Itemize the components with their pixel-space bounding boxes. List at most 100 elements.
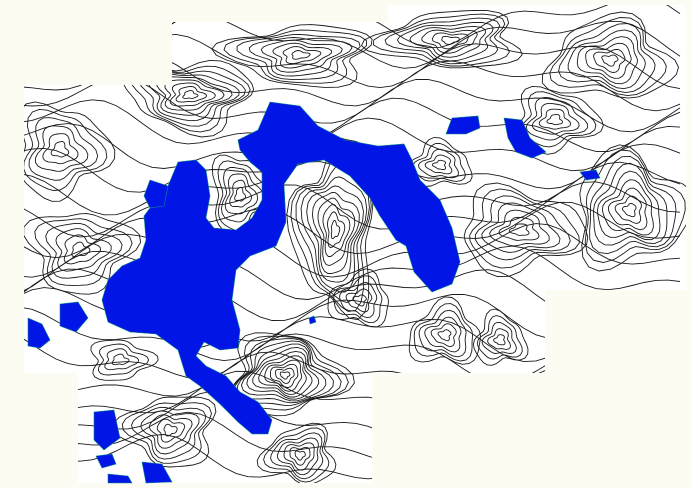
contour-line (291, 50, 311, 60)
contour-line (441, 35, 460, 45)
contour-line (330, 220, 341, 240)
contour-line (408, 296, 481, 365)
contour-line (233, 338, 342, 406)
contour-line (130, 65, 251, 133)
contour-line (463, 182, 589, 277)
contour-line (531, 102, 580, 135)
contour-line (163, 423, 178, 437)
contour-line (333, 275, 383, 324)
pond-northwest-small (143, 179, 169, 209)
contour-line (229, 179, 252, 208)
contour-line (240, 343, 327, 402)
contour-line (282, 46, 322, 65)
contour-line (567, 29, 646, 90)
contour-line (614, 195, 642, 224)
contour-line (327, 268, 389, 328)
contour-line (558, 23, 656, 94)
contour-line (311, 192, 360, 274)
contour-line (294, 450, 306, 461)
contour-line (520, 91, 597, 148)
contour-line (42, 133, 79, 165)
contour-line (24, 223, 681, 278)
contour-line (45, 222, 123, 279)
contour-line (474, 195, 571, 261)
contour-line (300, 176, 368, 293)
contour-line (236, 33, 361, 80)
contour-line (549, 17, 667, 97)
contour-line (122, 59, 255, 138)
contour-line (621, 202, 637, 218)
contour-line (277, 437, 319, 476)
contour-line (409, 25, 486, 58)
contour-line (24, 181, 681, 238)
contour-line (169, 82, 216, 107)
contour-line (24, 108, 108, 191)
contour-line (140, 410, 200, 455)
contour-line (289, 446, 311, 466)
contour-line (498, 216, 540, 241)
contour-line (223, 29, 367, 84)
contour-line (24, 213, 142, 295)
contour-line (317, 197, 356, 266)
contour-line (63, 234, 102, 265)
contour-line (279, 371, 291, 380)
pond-west-2 (27, 317, 51, 349)
contour-line (217, 160, 270, 232)
contour-line (541, 11, 679, 99)
contour-line (597, 170, 661, 241)
contour-line (35, 125, 89, 172)
contour-line (585, 42, 632, 79)
contour-line (339, 282, 378, 319)
contour-line (424, 154, 453, 175)
contour-line (90, 339, 159, 381)
contour-line (24, 101, 116, 202)
contour-line (138, 70, 246, 127)
pond-northeast-1 (445, 115, 481, 135)
contour-line (508, 223, 530, 236)
pond-west-1 (59, 301, 89, 333)
contour-line (263, 427, 330, 483)
contour-line (576, 36, 638, 85)
contour-line (431, 159, 447, 170)
contour-line (283, 442, 315, 471)
contour-line (147, 73, 240, 122)
contour-line (360, 9, 523, 69)
contour-line (111, 353, 130, 366)
contour-line (236, 340, 334, 404)
contour-line (270, 432, 324, 480)
contour-line (156, 76, 233, 116)
contour-line (269, 363, 299, 389)
contour-line (131, 406, 207, 460)
contour-line (24, 138, 681, 193)
pond-southwest-4 (107, 473, 133, 484)
main-lake (101, 101, 461, 435)
contour-line (608, 187, 648, 231)
contour-line (384, 17, 501, 65)
contour-line (476, 315, 523, 360)
contour-line (481, 321, 517, 354)
pond-east-small (579, 169, 601, 181)
contour-line (274, 367, 295, 384)
contour-line (413, 303, 473, 362)
contour-line (546, 114, 563, 126)
pond-southwest-3 (141, 461, 173, 484)
contour-line (593, 49, 626, 73)
contour-line (256, 422, 337, 483)
contour-line (264, 359, 303, 392)
contour-line (538, 108, 572, 130)
contour-line (421, 29, 478, 54)
contour-line (601, 54, 619, 67)
contour-line (34, 218, 133, 286)
contour-line (306, 185, 364, 283)
contour-line (525, 96, 588, 141)
contour-line (24, 97, 681, 152)
contour-line (489, 209, 550, 247)
contour-line (121, 402, 212, 464)
contour-line (224, 173, 259, 215)
contour-line (71, 241, 91, 258)
contour-line (584, 149, 686, 263)
contour-line (234, 186, 246, 202)
contour-line (372, 13, 510, 67)
